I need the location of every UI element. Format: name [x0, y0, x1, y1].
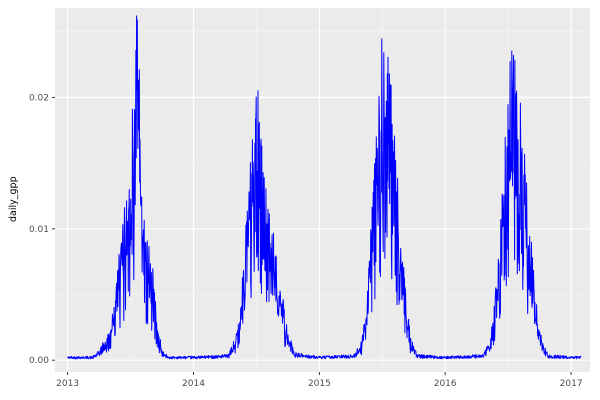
y-tick-label: 0.00 — [29, 356, 49, 366]
y-tick-label: 0.02 — [29, 93, 49, 103]
x-tick-label: 2015 — [308, 379, 331, 389]
x-tick-label: 2016 — [434, 379, 457, 389]
x-tick-label: 2014 — [182, 379, 205, 389]
gpp-line — [67, 15, 582, 360]
x-tick-label: 2013 — [56, 379, 79, 389]
x-tick-label: 2017 — [560, 379, 583, 389]
y-tick-label: 0.01 — [29, 225, 49, 235]
y-axis-title: daily_gpp — [8, 176, 19, 222]
